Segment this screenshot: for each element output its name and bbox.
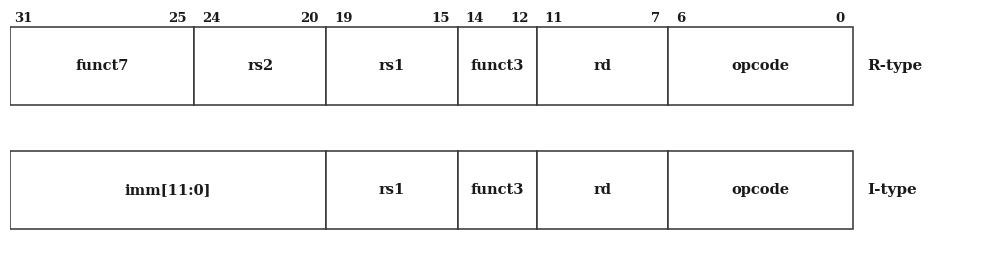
Text: funct7: funct7 [75, 59, 129, 73]
Text: rs2: rs2 [247, 59, 273, 73]
Text: 0: 0 [835, 12, 844, 25]
Bar [194, 27, 326, 105]
Text: 24: 24 [202, 12, 221, 25]
Text: funct3: funct3 [471, 59, 524, 73]
Text: I-type: I-type [868, 183, 917, 197]
Bar [10, 27, 194, 105]
Bar [458, 27, 537, 105]
Bar [458, 151, 537, 229]
Bar [668, 151, 853, 229]
Text: 7: 7 [651, 12, 661, 25]
Text: opcode: opcode [732, 59, 790, 73]
Text: funct3: funct3 [471, 183, 524, 197]
Text: R-type: R-type [868, 59, 923, 73]
Text: opcode: opcode [732, 183, 790, 197]
Text: 11: 11 [545, 12, 563, 25]
Bar [326, 151, 458, 229]
Text: 15: 15 [431, 12, 450, 25]
Text: 14: 14 [466, 12, 484, 25]
Text: rd: rd [594, 183, 612, 197]
Text: 25: 25 [168, 12, 187, 25]
Bar [326, 27, 458, 105]
Text: imm[11:0]: imm[11:0] [125, 183, 211, 197]
Text: rs1: rs1 [379, 59, 405, 73]
Text: 31: 31 [14, 12, 32, 25]
Text: 12: 12 [510, 12, 529, 25]
Text: 19: 19 [334, 12, 352, 25]
Text: 20: 20 [300, 12, 318, 25]
Bar [668, 27, 853, 105]
Text: rd: rd [594, 59, 612, 73]
Text: 6: 6 [676, 12, 686, 25]
Bar [10, 151, 326, 229]
Bar [537, 27, 668, 105]
Text: rs1: rs1 [379, 183, 405, 197]
Bar [537, 151, 668, 229]
